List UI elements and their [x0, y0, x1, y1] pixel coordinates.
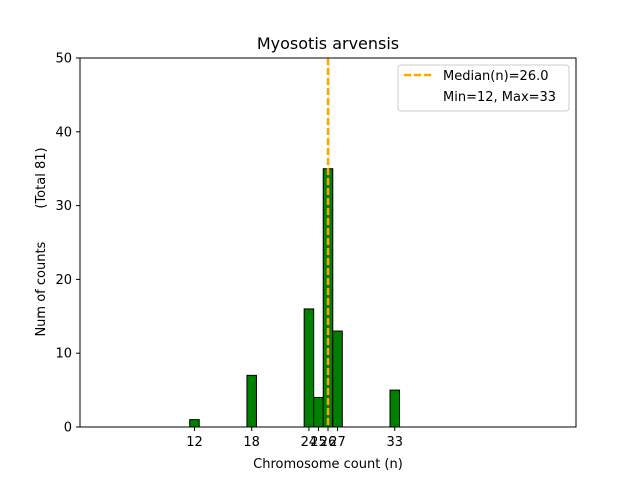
chart-title: Myosotis arvensis [257, 34, 399, 53]
bar-n-24 [303, 308, 315, 428]
x-tick-label: 27 [329, 435, 346, 450]
y-tick-label: 0 [64, 421, 72, 436]
x-tick-label: 12 [186, 435, 203, 450]
legend: Median(n)=26.0 Min=12, Max=33 [397, 64, 570, 112]
x-axis-label: Chromosome count (n) [253, 457, 403, 472]
y-tick-label: 20 [55, 273, 72, 288]
bar-n-12 [189, 419, 200, 428]
bar-n-33 [389, 389, 401, 428]
legend-entry-median: Median(n)=26.0 [443, 69, 549, 84]
x-tick-label: 33 [386, 435, 403, 450]
plot-area [80, 58, 429, 428]
legend-entry-range: Min=12, Max=33 [443, 90, 556, 105]
bar-n-18 [246, 374, 257, 428]
x-tick-label: 18 [243, 435, 260, 450]
legend-box [397, 64, 570, 112]
y-tick-label: 10 [55, 347, 72, 362]
y-tick-label: 40 [55, 125, 72, 140]
y-axis-label: Num of counts (Total 81) [34, 147, 49, 336]
bar-n-25 [313, 396, 324, 428]
bar-n-27 [332, 330, 343, 428]
y-tick-label: 30 [55, 199, 72, 214]
y-tick-label: 50 [55, 52, 72, 67]
x-tick-label: 26 [320, 435, 337, 450]
x-tick-label: 25 [310, 435, 327, 450]
y-axis: 0 10 20 30 40 50 [55, 52, 80, 436]
x-tick-label: 24 [301, 435, 318, 450]
